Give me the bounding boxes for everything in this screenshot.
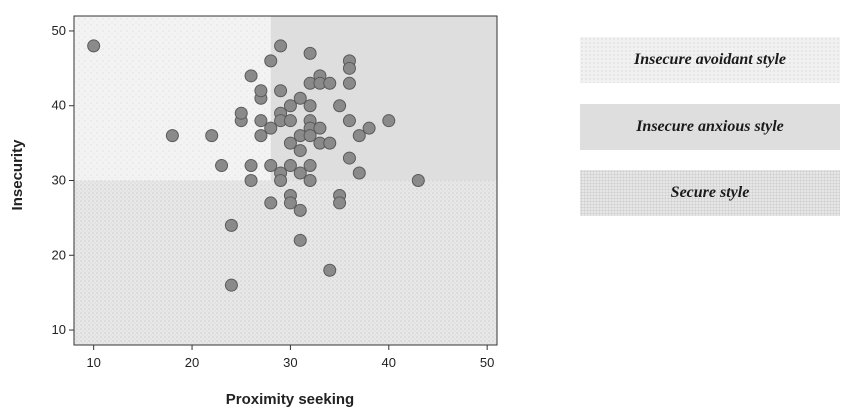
data-point	[342, 114, 356, 128]
data-point	[283, 196, 297, 210]
data-point	[293, 166, 307, 180]
data-point	[165, 129, 179, 143]
y-tick-label: 10	[52, 322, 66, 337]
data-point	[215, 159, 229, 173]
legend-insecure-anxious-label: Insecure anxious style	[636, 118, 784, 135]
y-axis-label: Insecurity	[9, 139, 26, 211]
legend-secure-label: Secure style	[670, 184, 750, 201]
data-point	[293, 144, 307, 158]
legend-insecure-avoidant: Insecure avoidant style	[580, 37, 840, 83]
data-point	[283, 99, 297, 113]
data-point	[303, 159, 317, 173]
y-tick-label: 30	[52, 173, 66, 188]
region-secure	[74, 180, 497, 345]
data-point	[342, 151, 356, 165]
data-point	[293, 233, 307, 247]
data-point	[254, 114, 268, 128]
data-point	[333, 196, 347, 210]
data-point	[283, 159, 297, 173]
x-tick-label: 40	[382, 355, 396, 370]
scatter-chart: 10 20 30 40 50 10 20 30 40 50 Proximity seeking I…	[9, 15, 498, 408]
region-insecure-anxious	[270, 16, 497, 181]
data-point	[342, 76, 356, 90]
data-point	[303, 46, 317, 60]
data-point	[234, 106, 248, 120]
data-points	[87, 39, 425, 292]
axes: 10 20 30 40 50 10 20 30 40 50	[52, 15, 498, 370]
x-tick-label: 10	[86, 355, 100, 370]
data-point	[411, 174, 425, 187]
data-point	[323, 136, 337, 150]
data-point	[205, 129, 219, 143]
data-point	[342, 61, 356, 75]
x-tick-label: 30	[283, 355, 297, 370]
legend-insecure-avoidant-label: Insecure avoidant style	[634, 51, 786, 68]
style-regions	[74, 16, 497, 345]
data-point	[274, 174, 288, 187]
data-point	[264, 54, 278, 68]
data-point	[323, 76, 337, 90]
data-point	[333, 99, 347, 113]
y-tick-label: 50	[52, 23, 66, 38]
data-point	[362, 121, 376, 135]
data-point	[323, 263, 337, 277]
data-point	[244, 159, 258, 173]
data-point	[274, 84, 288, 98]
legend-insecure-anxious: Insecure anxious style	[580, 104, 840, 150]
x-tick-label: 20	[185, 355, 199, 370]
data-point	[244, 69, 258, 83]
region-insecure-avoidant	[74, 16, 271, 181]
data-point	[254, 129, 268, 143]
legend-secure: Secure style	[580, 170, 840, 216]
data-point	[293, 203, 307, 217]
data-point	[87, 39, 101, 53]
data-point	[264, 121, 278, 135]
data-point	[293, 91, 307, 105]
data-point	[303, 129, 317, 143]
data-point	[224, 278, 238, 292]
x-axis-label: Proximity seeking	[226, 391, 354, 408]
y-tick-label: 20	[52, 247, 66, 262]
data-point	[224, 218, 238, 232]
data-point	[382, 114, 396, 128]
data-point	[352, 166, 366, 180]
x-tick-label: 50	[480, 355, 494, 370]
data-point	[264, 159, 278, 173]
data-point	[283, 136, 297, 150]
y-tick-label: 40	[52, 98, 66, 113]
data-point	[313, 121, 327, 135]
data-point	[352, 129, 366, 143]
data-point	[264, 196, 278, 210]
data-point	[274, 39, 288, 53]
data-point	[244, 174, 258, 187]
data-point	[254, 84, 268, 98]
data-point	[303, 174, 317, 187]
data-point	[303, 99, 317, 113]
data-point	[283, 114, 297, 128]
